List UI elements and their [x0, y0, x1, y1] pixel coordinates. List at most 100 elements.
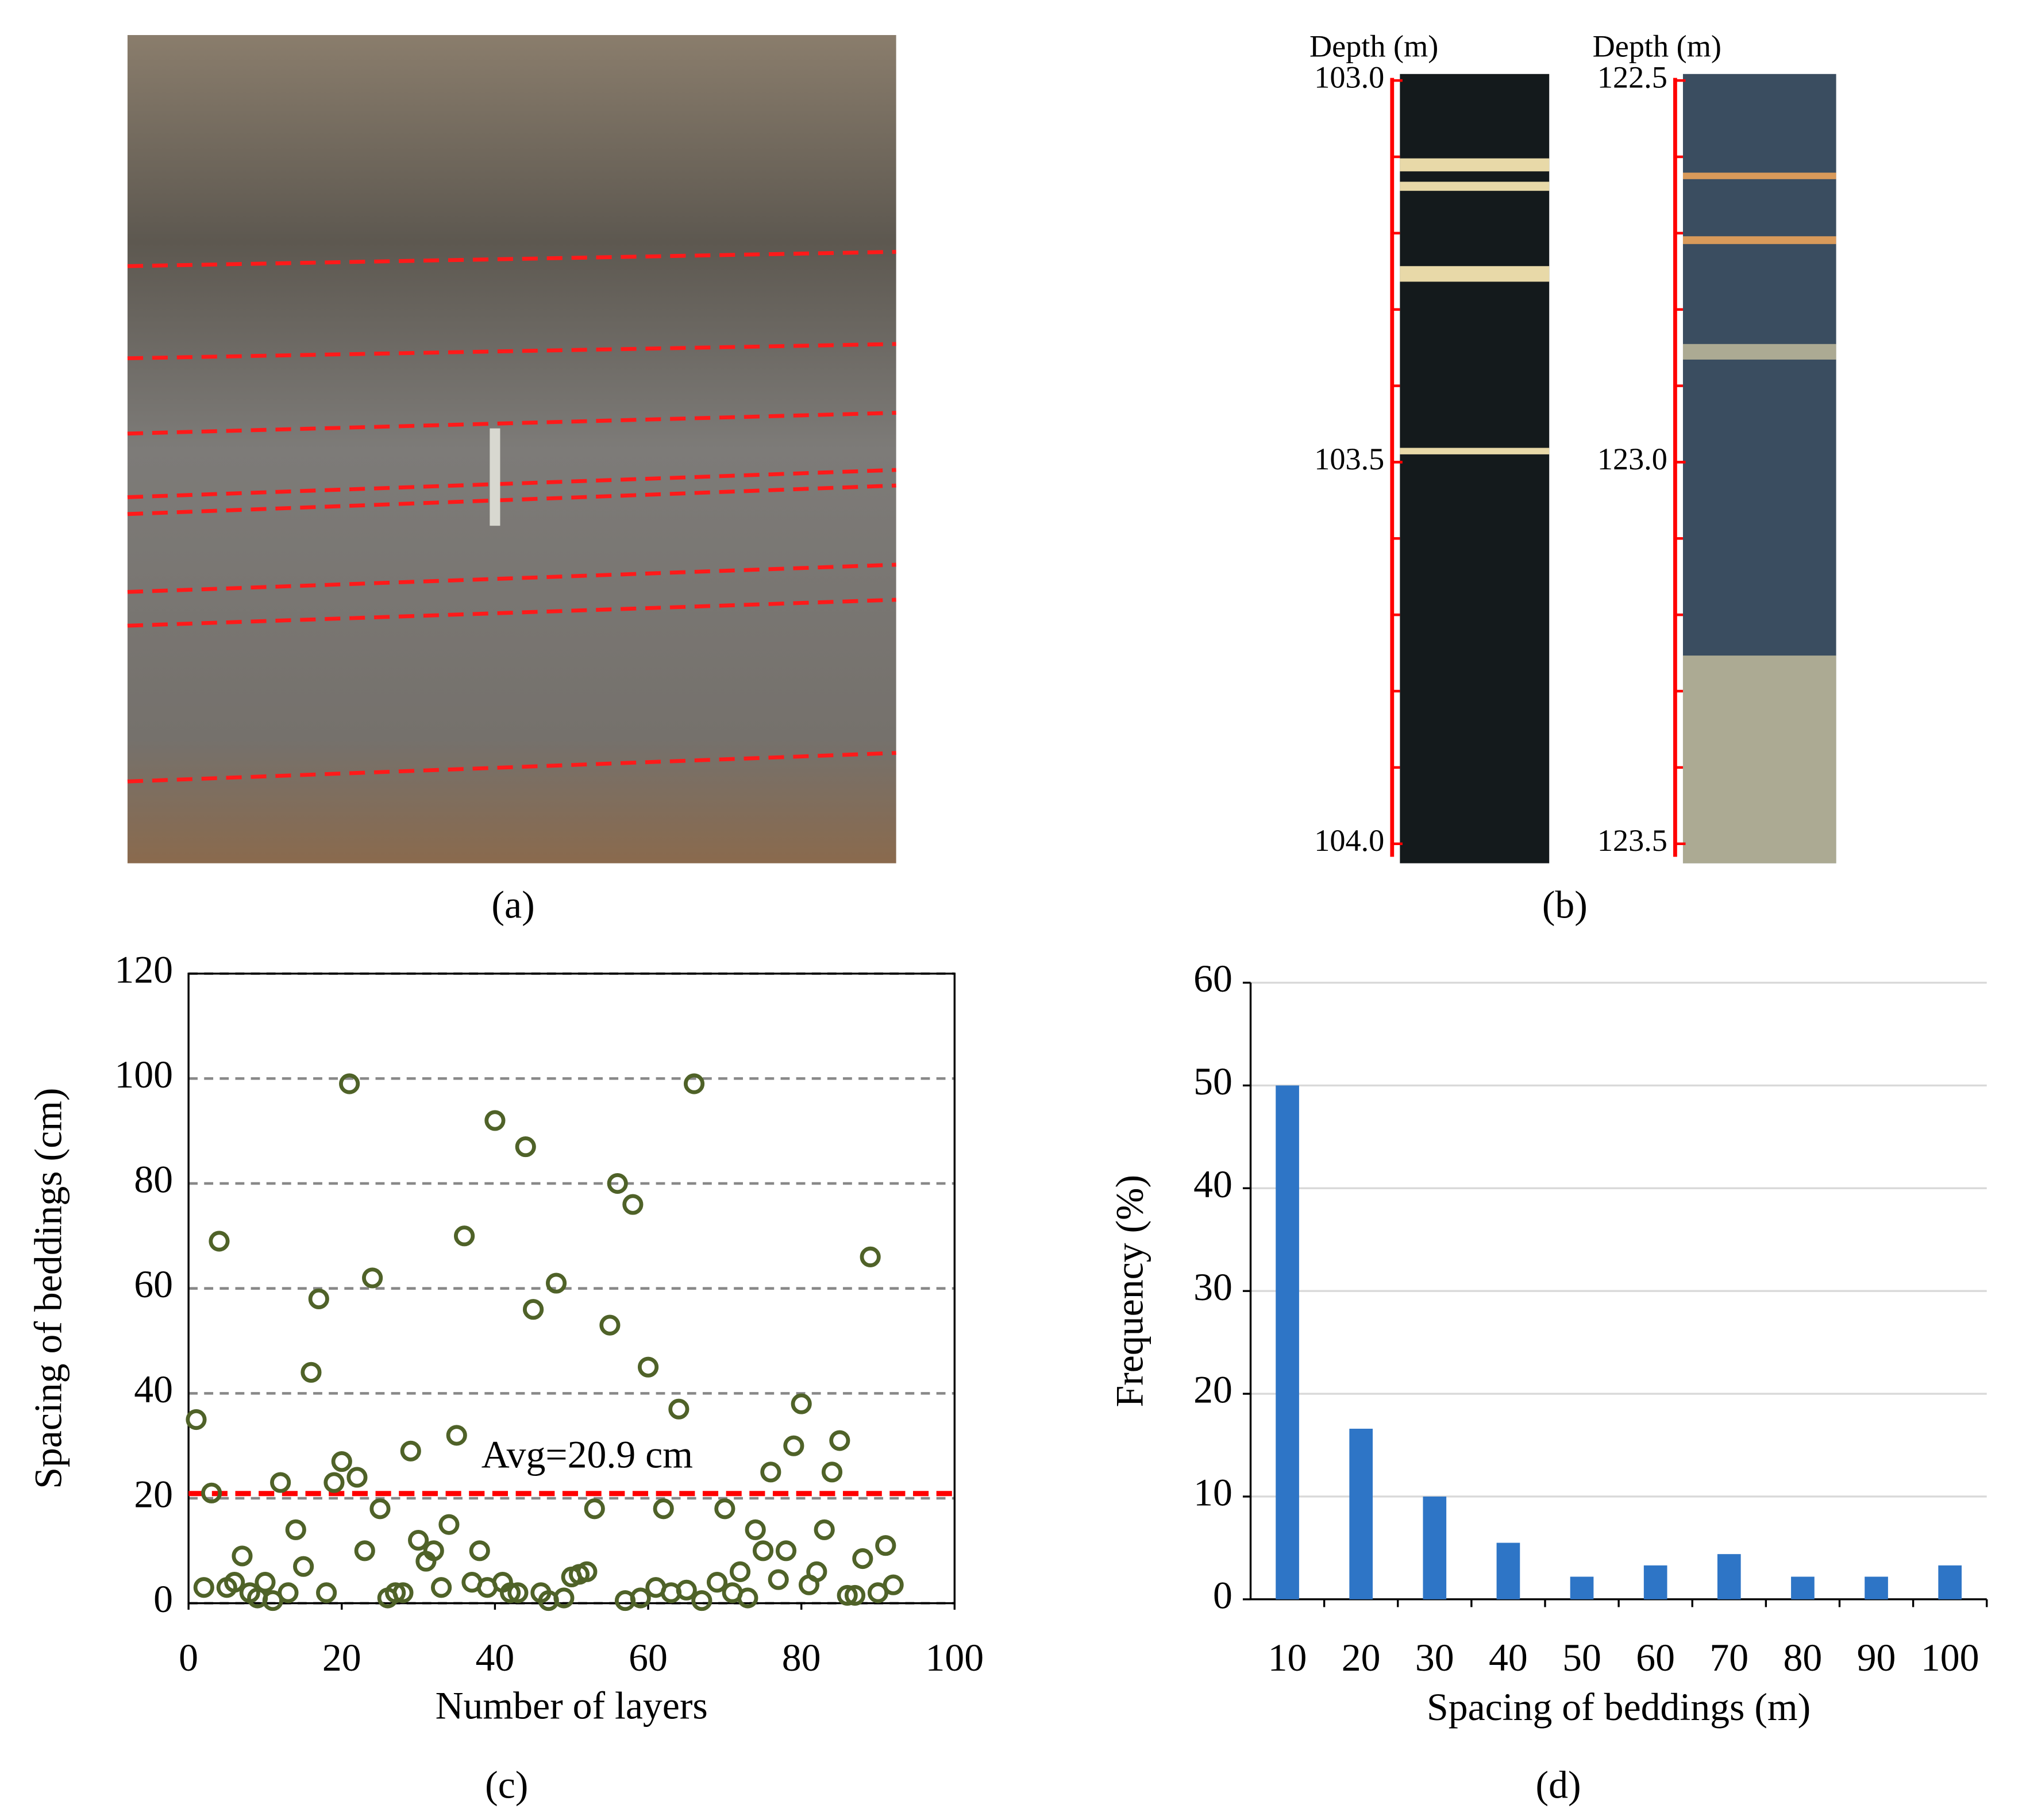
- data-point: [193, 1577, 214, 1598]
- y-tick-label: 60: [134, 1263, 173, 1306]
- y-tick-label: 120: [114, 948, 173, 991]
- x-tick-label: 30: [1415, 1636, 1454, 1679]
- data-point: [423, 1540, 444, 1561]
- y-tick-label: 0: [1213, 1574, 1232, 1617]
- axis-title: Depth (m): [1593, 29, 1721, 63]
- data-point: [522, 1299, 544, 1320]
- data-point: [385, 1582, 406, 1603]
- data-point: [683, 1073, 705, 1094]
- data-point: [323, 1472, 345, 1493]
- y-tick-label: 30: [1193, 1266, 1232, 1309]
- x-tick-label: 40: [476, 1636, 515, 1679]
- y-tick-label: 10: [1193, 1471, 1232, 1514]
- y-axis-title: Spacing of beddings (cm): [26, 1088, 70, 1489]
- data-point: [369, 1498, 391, 1520]
- data-point: [668, 1398, 690, 1420]
- y-tick-label: 0: [153, 1578, 173, 1621]
- panel-label: (b): [1542, 883, 1588, 926]
- bar: [1570, 1576, 1594, 1599]
- data-point: [875, 1535, 896, 1556]
- y-tick-label: 100: [114, 1053, 173, 1096]
- x-axis-title: Number of layers: [436, 1684, 708, 1727]
- bar: [1865, 1576, 1888, 1599]
- y-axis-title: Frequency (%): [1108, 1175, 1151, 1408]
- bar: [1349, 1428, 1373, 1599]
- data-point: [860, 1246, 881, 1267]
- data-point: [224, 1572, 245, 1593]
- bar: [1276, 1085, 1299, 1599]
- data-point: [331, 1451, 352, 1472]
- data-point: [308, 1288, 329, 1310]
- x-tick-label: 80: [782, 1636, 821, 1679]
- data-point: [431, 1577, 452, 1598]
- x-tick-label: 10: [1268, 1636, 1307, 1679]
- x-tick-label: 20: [1342, 1636, 1381, 1679]
- data-point: [745, 1519, 766, 1540]
- x-tick-label: 100: [925, 1636, 984, 1679]
- x-tick-label: 0: [179, 1636, 198, 1679]
- panel-label: (d): [1536, 1763, 1581, 1806]
- data-point: [293, 1556, 314, 1577]
- data-point: [270, 1472, 291, 1493]
- y-tick-label: 80: [134, 1158, 173, 1201]
- data-point: [584, 1498, 605, 1520]
- photo-outcrop: [127, 35, 896, 863]
- data-point: [209, 1231, 230, 1252]
- data-point: [446, 1425, 467, 1446]
- data-point: [630, 1587, 651, 1609]
- bar: [1717, 1554, 1741, 1599]
- data-point: [408, 1529, 429, 1551]
- y-tick-label: 60: [1193, 957, 1232, 1000]
- data-point: [653, 1498, 674, 1520]
- data-point: [301, 1362, 322, 1383]
- data-point: [316, 1582, 337, 1603]
- x-tick-label: 60: [1636, 1636, 1675, 1679]
- y-tick-label: 20: [1193, 1368, 1232, 1412]
- data-point: [607, 1173, 628, 1194]
- bar: [1643, 1565, 1667, 1599]
- y-tick-label: 50: [1193, 1060, 1232, 1103]
- panel-label: (a): [491, 883, 534, 926]
- panel-label: (c): [485, 1763, 528, 1806]
- data-point: [714, 1498, 735, 1520]
- data-point: [706, 1572, 728, 1593]
- data-point: [362, 1267, 383, 1289]
- bar: [1938, 1565, 1962, 1599]
- y-tick-label: 103.5: [1314, 442, 1384, 476]
- data-point: [232, 1545, 253, 1567]
- data-point: [676, 1579, 697, 1601]
- data-point: [775, 1540, 797, 1561]
- y-tick-label: 20: [134, 1473, 173, 1516]
- core-image-2: [1682, 74, 1836, 863]
- x-tick-label: 50: [1562, 1636, 1601, 1679]
- data-point: [285, 1519, 306, 1540]
- data-point: [752, 1540, 774, 1561]
- data-point: [844, 1584, 866, 1606]
- x-tick-label: 40: [1489, 1636, 1528, 1679]
- data-point: [852, 1548, 873, 1570]
- core-image-1: [1400, 74, 1550, 863]
- data-point: [255, 1572, 276, 1593]
- data-point: [599, 1314, 621, 1336]
- data-point: [829, 1430, 850, 1451]
- y-tick-label: 40: [1193, 1163, 1232, 1206]
- data-point: [867, 1582, 889, 1603]
- data-point: [545, 1273, 567, 1294]
- bar: [1496, 1543, 1520, 1599]
- data-point: [392, 1582, 414, 1603]
- data-point: [454, 1225, 475, 1247]
- data-point: [768, 1569, 789, 1590]
- data-point: [499, 1582, 521, 1603]
- data-point: [346, 1467, 368, 1488]
- y-tick-label: 104.0: [1314, 823, 1384, 858]
- data-point: [469, 1540, 490, 1561]
- data-point: [507, 1582, 529, 1603]
- data-point: [806, 1561, 827, 1582]
- data-point: [262, 1590, 283, 1611]
- data-point: [737, 1587, 758, 1609]
- data-point: [783, 1435, 804, 1456]
- data-point: [837, 1584, 858, 1606]
- x-tick-label: 80: [1784, 1636, 1823, 1679]
- data-point: [201, 1482, 222, 1503]
